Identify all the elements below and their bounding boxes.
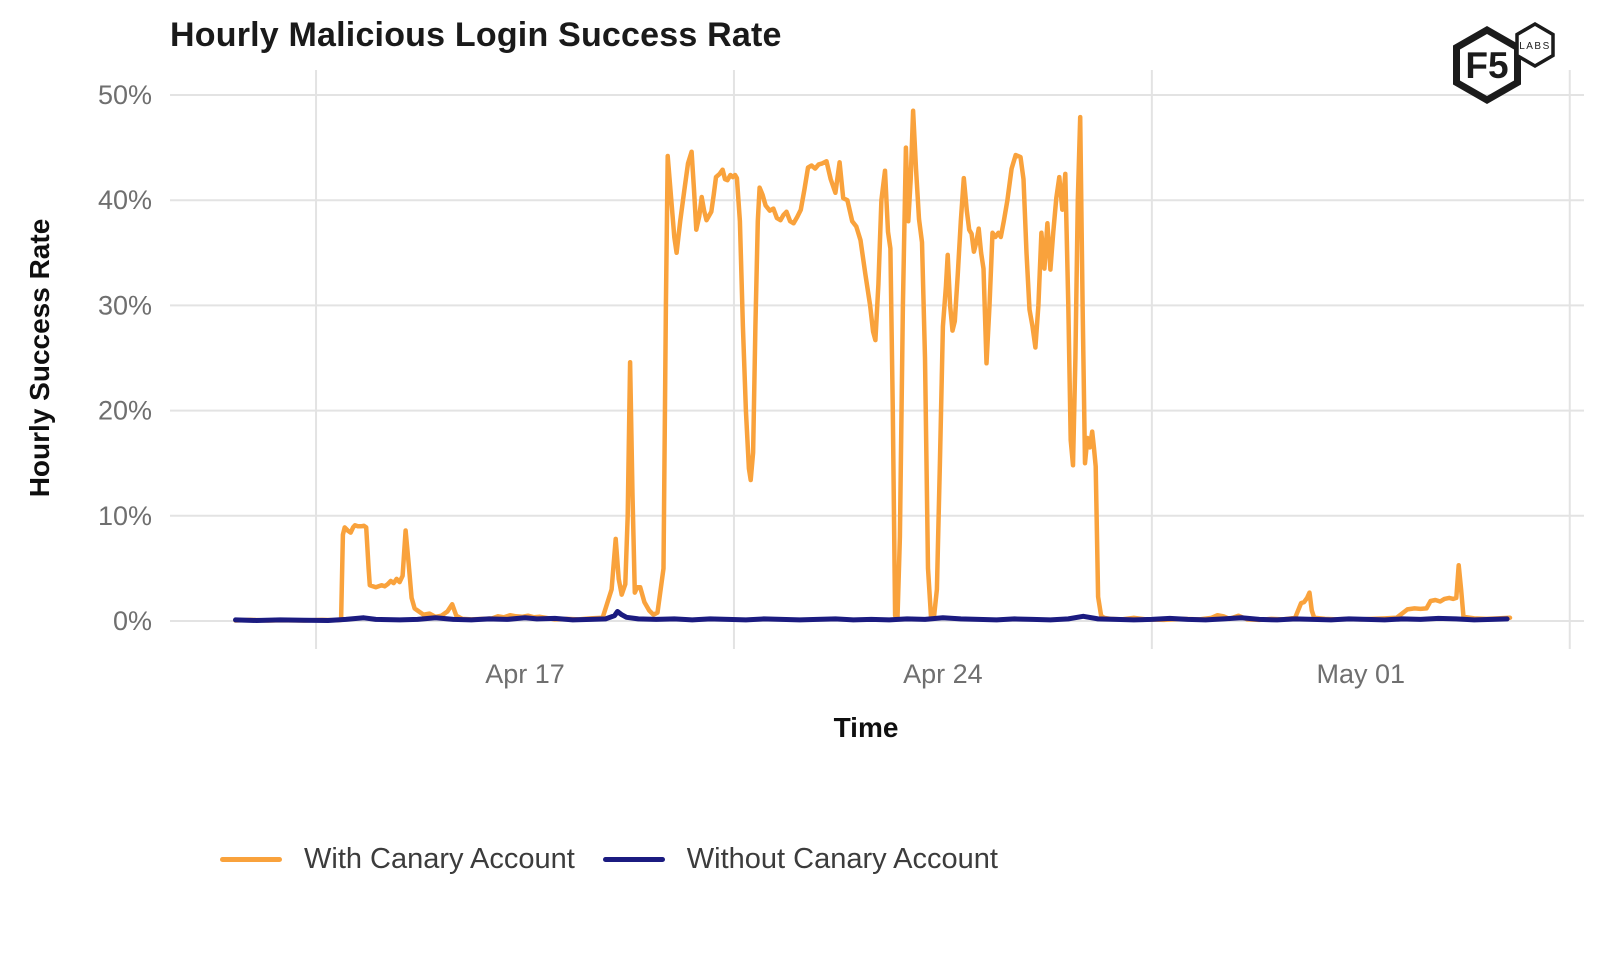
x-tick-label: May 01 — [1317, 659, 1406, 689]
with-canary-line-swatch-icon — [220, 857, 282, 862]
y-tick-label: 0% — [113, 606, 152, 636]
labs-hexagon-icon — [1515, 21, 1555, 69]
with-canary-line — [233, 108, 1513, 623]
legend-label-without-canary: Without Canary Account — [686, 843, 998, 875]
y-tick-label: 10% — [98, 501, 152, 531]
y-tick-label: 40% — [98, 185, 152, 215]
y-tick-label: 50% — [98, 80, 152, 110]
chart-legend: With Canary Account Without Canary Accou… — [220, 843, 998, 876]
x-tick-label: Apr 24 — [903, 659, 983, 689]
x-tick-label: Apr 17 — [485, 659, 565, 689]
legend-label-with-canary: With Canary Account — [304, 843, 575, 875]
without-canary-line — [233, 609, 1510, 623]
y-axis-title: Hourly Success Rate — [24, 218, 55, 498]
y-tick-label: 20% — [98, 396, 152, 426]
labs-logo-text: LABS — [1519, 41, 1551, 52]
f5-logo-text: F5 — [1465, 45, 1508, 86]
chart-title: Hourly Malicious Login Success Rate — [170, 16, 782, 54]
without-canary-line-swatch-icon — [602, 857, 665, 862]
f5-labs-logo: F5 LABS — [1453, 21, 1555, 105]
x-axis-title: Time — [833, 712, 899, 743]
y-tick-label: 30% — [98, 290, 152, 320]
